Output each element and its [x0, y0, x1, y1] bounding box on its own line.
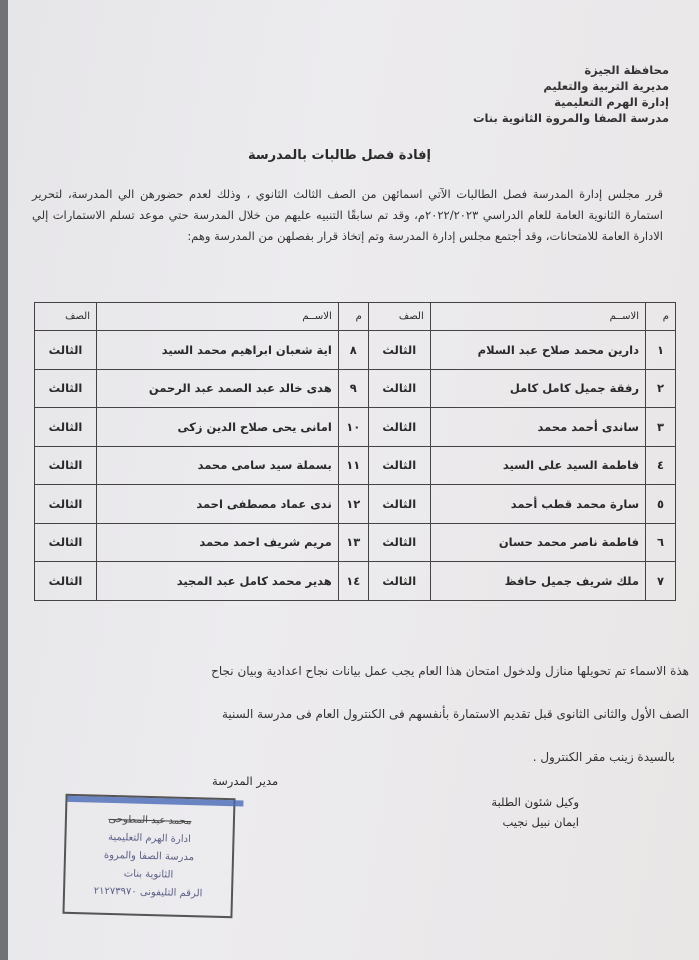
student-grade: الثالث — [367, 330, 431, 370]
student-name: سارة محمد قطب أحمد — [429, 484, 647, 524]
student-grade: الثالث — [367, 407, 431, 447]
row-number: ٩ — [337, 368, 369, 408]
student-name: دارين محمد صلاح عبد السلام — [429, 330, 647, 370]
row-number: ٥ — [645, 484, 676, 524]
row-number: ٤ — [645, 445, 676, 485]
student-grade: الثالث — [367, 561, 431, 601]
student-name: ندى عماد مصطفى احمد — [96, 484, 339, 524]
letterhead-line: مدرسة الصفا والمروة الثانوية بنات — [472, 111, 669, 125]
document-title: إفادة فصل طالبات بالمدرسة — [248, 148, 431, 163]
student-name: امانى يحى صلاح الدين زكى — [96, 407, 339, 447]
student-name: هدى خالد عبد الصمد عبد الرحمن — [96, 368, 339, 408]
student-grade: الثالث — [367, 368, 431, 408]
row-number: ١٠ — [337, 407, 369, 447]
table-row: ٢ رفقة جميل كامل كامل الثالث ٩ هدى خالد عبد … — [34, 368, 676, 408]
row-number: ٣ — [645, 407, 676, 447]
row-number: ١٤ — [337, 561, 369, 601]
row-number: ١١ — [337, 445, 369, 485]
column-header: الصف — [34, 302, 97, 331]
column-header: الصف — [367, 302, 431, 331]
student-name: فاطمة السيد على السيد — [429, 445, 647, 485]
row-number: ٧ — [645, 561, 676, 601]
student-grade: الثالث — [367, 484, 431, 524]
table-row: ٦ فاطمة ناصر محمد حسان الثالث ١٣ مريم شريف ا… — [34, 522, 676, 562]
letterhead: محافظة الجيزة مديرية التربية والتعليم إد… — [473, 62, 669, 126]
table-header-row: م الاســم الصف م الاســم الصف — [34, 302, 676, 331]
table-row: ٣ ساندى أحمد محمد الثالث ١٠ امانى يحى صلاح ا… — [34, 407, 676, 447]
row-number: ٢ — [645, 368, 676, 408]
note-line: هذة الاسماء تم تحويلها منازل ولدخول امتح… — [211, 664, 689, 678]
student-name: بسملة سيد سامى محمد — [96, 445, 339, 485]
letterhead-line: إدارة الهرم التعليمية — [554, 95, 669, 109]
student-name: مريم شريف احمد محمد — [96, 522, 339, 562]
row-number: ٦ — [645, 522, 676, 562]
student-grade: الثالث — [34, 561, 97, 601]
student-grade: الثالث — [34, 484, 97, 524]
student-grade: الثالث — [34, 445, 97, 485]
student-grade: الثالث — [367, 522, 431, 562]
student-grade: الثالث — [34, 368, 97, 408]
student-grade: الثالث — [34, 407, 97, 447]
note-line: الصف الأول والثانى الثانوى قبل تقديم الا… — [221, 707, 689, 721]
column-header: الاســم — [429, 302, 647, 331]
letterhead-line: محافظة الجيزة — [584, 63, 669, 77]
student-grade: الثالث — [34, 522, 97, 562]
student-name: فاطمة ناصر محمد حسان — [429, 522, 647, 562]
student-name: ملك شريف جميل حافظ — [429, 561, 647, 601]
blue-ink-stroke — [67, 795, 244, 807]
note-line: بالسيدة زينب مقر الكنترول . — [532, 750, 675, 764]
principal-title: مدير المدرسة — [212, 774, 279, 788]
column-header: م — [645, 302, 676, 331]
column-header: م — [337, 302, 369, 331]
table-row: ٤ فاطمة السيد على السيد الثالث ١١ بسملة سيد … — [34, 445, 676, 485]
signature-title: وكيل شئون الطلبة — [491, 795, 579, 809]
row-number: ١ — [645, 330, 676, 370]
students-table: م الاســم الصف م الاســم الصف ١ دارين محمد صلا… — [34, 302, 676, 601]
student-affairs-signature: وكيل شئون الطلبة ايمان نبيل نجيب — [491, 792, 579, 832]
document-page: محافظة الجيزة مديرية التربية والتعليم إد… — [8, 0, 699, 960]
note-paragraph: هذة الاسماء تم تحويلها منازل ولدخول امتح… — [8, 650, 689, 779]
table-row: ١ دارين محمد صلاح عبد السلام الثالث ٨ اية شع… — [34, 330, 676, 370]
row-number: ٨ — [337, 330, 369, 370]
student-name: هدير محمد كامل عبد المجيد — [96, 561, 339, 601]
student-name: اية شعبان ابراهيم محمد السيد — [96, 330, 339, 370]
student-name: رفقة جميل كامل كامل — [429, 368, 647, 408]
signature-name: ايمان نبيل نجيب — [502, 815, 579, 829]
body-paragraph: قرر مجلس إدارة المدرسة فصل الطالبات الآت… — [32, 187, 663, 243]
student-grade: الثالث — [34, 330, 97, 370]
school-stamp: محمد عبد المطوحى ادارة الهرم التعليمية م… — [62, 793, 244, 919]
row-number: ١٣ — [337, 522, 369, 562]
student-grade: الثالث — [367, 445, 431, 485]
stamp-line: الرقم التليفونى ٢١٢٧٣٩٧٠ — [93, 885, 203, 900]
letterhead-line: مديرية التربية والتعليم — [543, 79, 669, 93]
table-row: ٥ سارة محمد قطب أحمد الثالث ١٢ ندى عماد مصطف… — [34, 484, 676, 524]
table-row: ٧ ملك شريف جميل حافظ الثالث ١٤ هدير محمد كام… — [34, 561, 676, 601]
student-name: ساندى أحمد محمد — [429, 407, 647, 447]
row-number: ١٢ — [337, 484, 369, 524]
column-header: الاســم — [96, 302, 339, 331]
